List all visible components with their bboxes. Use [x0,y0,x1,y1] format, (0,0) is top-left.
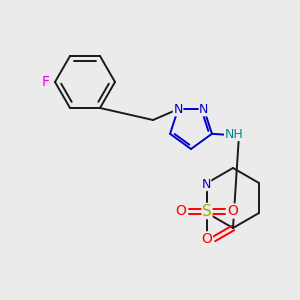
Text: O: O [228,204,238,218]
Text: NH: NH [225,128,243,140]
Text: O: O [176,204,187,218]
Text: N: N [173,103,183,116]
Text: F: F [42,75,50,89]
Text: O: O [202,232,212,246]
Text: N: N [199,103,208,116]
Text: N: N [201,178,211,190]
Text: S: S [202,203,212,218]
